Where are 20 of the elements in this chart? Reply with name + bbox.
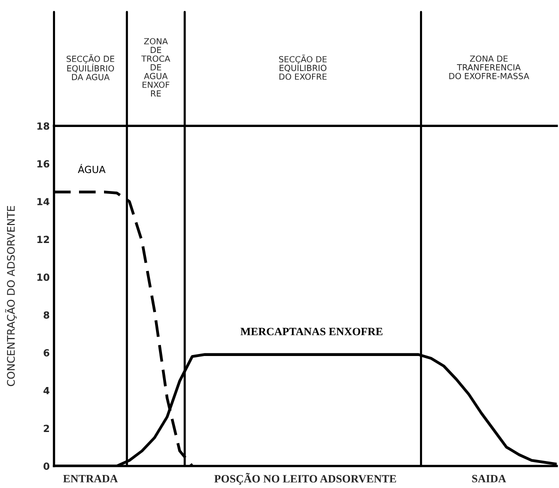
y-axis-title: CONCENTRAÇÃO DO ADSORVENTE xyxy=(5,206,17,386)
text: SECÇÃO DE EQUILIBRIO DO EXOFRE xyxy=(279,54,327,80)
y-tick-label: 12 xyxy=(37,236,49,243)
text: ENTRADA xyxy=(63,474,118,482)
series-label: ÁGUA xyxy=(78,164,106,174)
x-axis-title: POSÇÃO NO LEITO ADSORVENTE xyxy=(214,472,396,485)
text: ZONA DE TROCA DE AGUA ENXOF RE xyxy=(141,38,170,96)
y-tick-label: 6 xyxy=(44,349,50,356)
y-tick-label: 2 xyxy=(44,424,49,432)
y-tick-label: 18 xyxy=(37,122,50,130)
text: SECÇÃO DE EQUILÍBRIO DA AGUA xyxy=(66,54,114,80)
series-label: MERCAPTANAS ENXOFRE xyxy=(240,328,382,336)
text: SAIDA xyxy=(472,474,506,482)
y-tick-label: 10 xyxy=(37,274,50,281)
y-tick-label: 14 xyxy=(37,198,50,206)
y-tick-label: 16 xyxy=(37,160,50,168)
y-tick-label: 0 xyxy=(44,462,50,470)
y-tick-label: 4 xyxy=(44,387,50,394)
text: ZONA DE TRANFERENCIA DO EXOFRE-MASSA xyxy=(449,55,530,80)
y-tick-label: 8 xyxy=(44,311,50,319)
